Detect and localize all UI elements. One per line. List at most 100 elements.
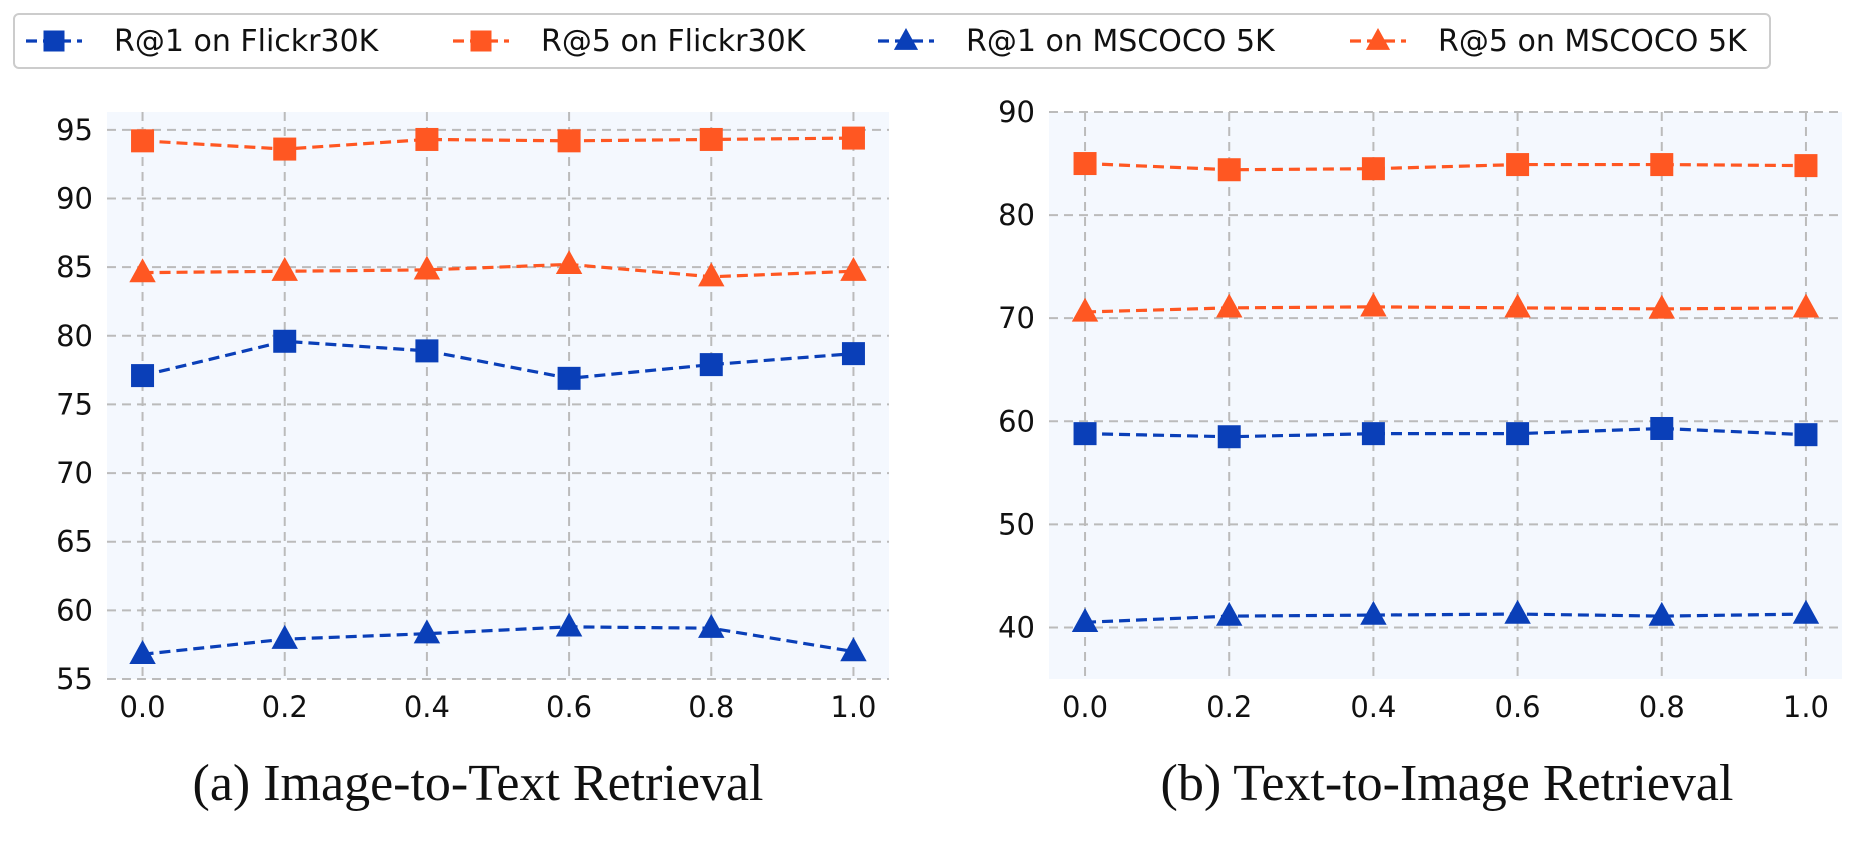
data-point (413, 255, 441, 280)
series-4 (1071, 292, 1820, 322)
data-point (1648, 601, 1675, 626)
y-axis: 40 50 60 70 80 90 (998, 95, 1035, 644)
data-point (1073, 422, 1097, 446)
grid (1049, 111, 1842, 679)
y-tick-label: 70 (998, 301, 1035, 335)
x-tick-label: 0.4 (404, 690, 450, 724)
data-point (1217, 158, 1241, 182)
data-point (271, 624, 298, 649)
series-line (142, 339, 854, 380)
x-tick-label: 0.0 (119, 690, 165, 724)
legend-label: R@1 on MSCOCO 5K (966, 24, 1276, 59)
series-2 (131, 126, 865, 161)
data-point (1792, 599, 1820, 624)
legend-item-3: R@1 on MSCOCO 5K (878, 24, 1276, 59)
data-point (1360, 600, 1387, 625)
panel-caption: (a) Image-to-Text Retrieval (193, 755, 764, 812)
data-point (415, 127, 439, 151)
x-tick-label: 0.2 (1206, 690, 1252, 724)
legend-label: R@1 on Flickr30K (114, 24, 380, 59)
data-point (557, 129, 581, 153)
data-point (131, 364, 155, 388)
y-tick-label: 80 (56, 319, 93, 353)
data-point (557, 366, 581, 390)
y-axis: 55 60 65 70 75 80 85 90 95 (56, 113, 93, 696)
y-tick-label: 60 (56, 593, 93, 627)
grid (107, 112, 889, 680)
x-tick-label: 1.0 (1783, 690, 1829, 724)
data-point (1794, 423, 1818, 447)
series-1 (1073, 416, 1818, 449)
series-line (142, 625, 854, 656)
data-point (129, 258, 156, 283)
panel-text-to-image: 40 50 60 70 80 90 0.0 0.2 0.4 0.6 0.8 1.0 (b) Text-t… (998, 95, 1842, 812)
y-tick-label: 50 (998, 507, 1035, 541)
data-point (840, 637, 867, 662)
y-tick-label: 70 (56, 456, 93, 490)
legend-triangle-marker (893, 27, 919, 50)
legend-square-marker (470, 30, 492, 52)
series-line (1085, 426, 1807, 439)
y-tick-label: 85 (56, 250, 93, 284)
y-tick-label: 55 (56, 662, 93, 696)
data-point (698, 262, 725, 287)
plot-area (107, 112, 889, 679)
x-axis: 0.0 0.2 0.4 0.6 0.8 1.0 (119, 690, 876, 724)
y-tick-label: 75 (56, 387, 93, 421)
series-4 (129, 250, 867, 287)
series-1 (131, 329, 865, 390)
data-point (1217, 425, 1241, 449)
series-line (1084, 161, 1806, 172)
data-point (1648, 294, 1675, 319)
x-tick-label: 0.6 (546, 690, 592, 724)
data-point (1073, 152, 1097, 176)
data-point (841, 126, 865, 150)
data-point (1071, 608, 1099, 632)
data-point (413, 619, 441, 644)
legend-item-1: R@1 on Flickr30K (26, 24, 380, 59)
data-point (841, 342, 865, 366)
x-tick-label: 0.8 (688, 690, 734, 724)
y-tick-label: 90 (56, 181, 93, 215)
x-tick-label: 0.6 (1495, 690, 1541, 724)
data-point (1071, 297, 1099, 322)
legend-label: R@5 on Flickr30K (541, 24, 807, 59)
data-point (1361, 422, 1385, 446)
data-point (699, 127, 723, 151)
y-tick-label: 65 (56, 525, 93, 559)
data-point (1360, 292, 1387, 317)
legend-item-4: R@5 on MSCOCO 5K (1350, 24, 1748, 59)
data-point (698, 613, 725, 638)
data-point (840, 256, 867, 281)
y-tick-label: 90 (998, 95, 1035, 129)
data-point (1216, 601, 1243, 626)
x-tick-label: 0.8 (1639, 690, 1685, 724)
data-point (271, 256, 298, 281)
y-tick-label: 80 (998, 198, 1035, 232)
legend-item-2: R@5 on Flickr30K (453, 24, 807, 59)
y-tick-label: 95 (56, 113, 93, 147)
panel-caption: (b) Text-to-Image Retrieval (1161, 755, 1734, 812)
series-3 (1071, 599, 1820, 632)
x-axis: 0.0 0.2 0.4 0.6 0.8 1.0 (1062, 690, 1829, 724)
data-point (699, 353, 723, 377)
series-line (1084, 305, 1806, 314)
data-point (1506, 153, 1530, 177)
data-point (129, 640, 156, 664)
data-point (1361, 157, 1385, 181)
y-tick-label: 40 (998, 610, 1035, 644)
data-point (1650, 153, 1674, 177)
legend-triangle-marker (1365, 27, 1391, 50)
x-tick-label: 0.4 (1350, 690, 1396, 724)
data-point (1506, 422, 1530, 446)
data-point (1504, 599, 1531, 624)
data-point (1504, 293, 1531, 318)
data-point (273, 137, 297, 161)
series-2 (1073, 152, 1818, 182)
x-tick-label: 0.2 (262, 690, 308, 724)
data-point (1650, 416, 1674, 440)
legend-label: R@5 on MSCOCO 5K (1438, 24, 1748, 59)
x-tick-label: 0.0 (1062, 690, 1108, 724)
y-tick-label: 60 (998, 404, 1035, 438)
data-point (555, 612, 583, 637)
